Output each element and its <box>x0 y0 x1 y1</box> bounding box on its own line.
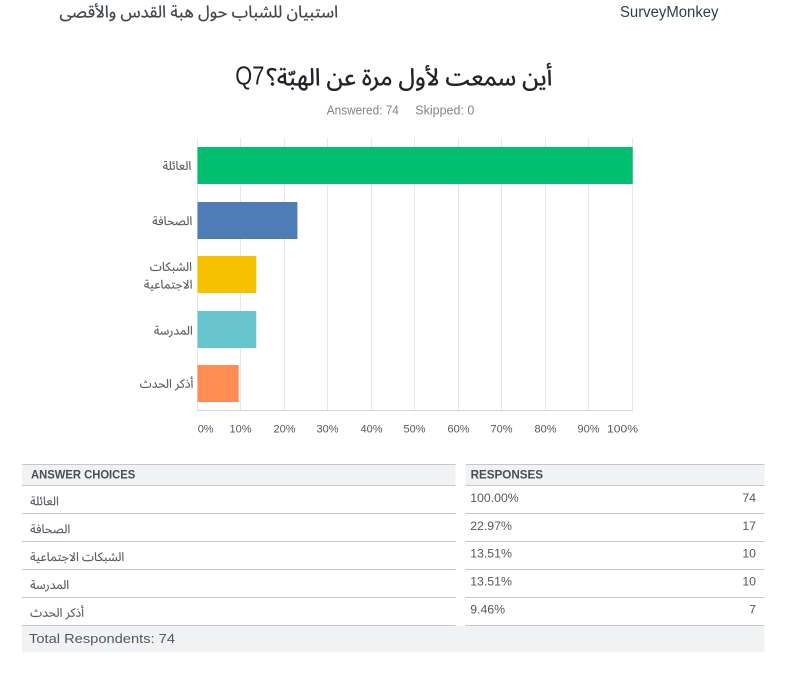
svg-text:80%: 80% <box>534 424 556 436</box>
svg-text:10: 10 <box>742 575 756 589</box>
svg-text:ANSWER CHOICES: ANSWER CHOICES <box>31 467 135 481</box>
svg-text:70%: 70% <box>490 424 512 436</box>
svg-text:100%: 100% <box>607 424 638 436</box>
svg-text:74: 74 <box>742 491 756 505</box>
svg-text:RESPONSES: RESPONSES <box>471 467 543 481</box>
svg-text:22.97%: 22.97% <box>470 519 512 533</box>
svg-text:7: 7 <box>749 602 756 616</box>
svg-text:Answered: 74: Answered: 74 <box>327 103 399 118</box>
svg-text:60%: 60% <box>447 424 469 436</box>
svg-text:Q7: Q7 <box>235 63 264 91</box>
svg-text:10%: 10% <box>229 424 251 436</box>
svg-text:17: 17 <box>742 519 756 533</box>
svg-text:100.00%: 100.00% <box>470 491 519 505</box>
svg-text:10: 10 <box>742 547 756 561</box>
svg-text:9.46%: 9.46% <box>470 602 505 616</box>
svg-text:Skipped: 0: Skipped: 0 <box>415 103 474 118</box>
svg-text:30%: 30% <box>316 424 338 436</box>
svg-text:Total Respondents: 74: Total Respondents: 74 <box>29 632 175 646</box>
svg-text:SurveyMonkey: SurveyMonkey <box>620 4 719 21</box>
svg-text:90%: 90% <box>577 424 599 436</box>
svg-text:50%: 50% <box>403 424 425 436</box>
svg-text:13.51%: 13.51% <box>470 575 512 589</box>
svg-text:13.51%: 13.51% <box>470 547 512 561</box>
svg-text:20%: 20% <box>273 424 295 436</box>
svg-text:0%: 0% <box>198 424 214 436</box>
svg-text:40%: 40% <box>360 424 382 436</box>
